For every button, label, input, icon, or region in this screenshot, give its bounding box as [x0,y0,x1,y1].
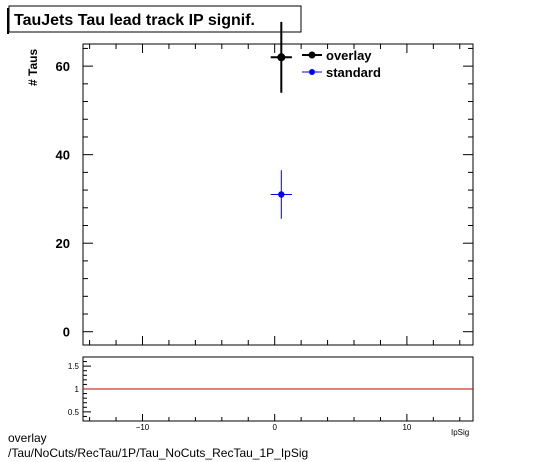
y-axis-label: # Taus [26,49,40,86]
y-tick-label: 40 [56,148,70,163]
legend-label-standard: standard [326,65,381,80]
ratio-x-tick-label: 0 [272,423,277,432]
data-point-standard [278,191,285,198]
x-axis-label: IpSig [451,428,469,437]
y-tick-label: 20 [56,236,70,251]
main-x-ticks [89,44,461,345]
legend-marker-standard [309,69,315,75]
y-tick-label: 0 [63,325,70,340]
legend-label-overlay: overlay [326,48,372,63]
chart-title: TauJets Tau lead track IP signif. [14,12,255,29]
ratio-x-tick-label: −10 [136,423,150,432]
data-points [270,21,292,219]
footer-line-2: /Tau/NoCuts/RecTau/1P/Tau_NoCuts_RecTau_… [8,446,309,460]
title-box-shadow [7,8,9,34]
data-point-overlay [277,53,286,62]
ratio-x-tick-label: 10 [402,423,411,432]
main-y-axis: 0 20 40 60 [56,47,473,340]
footer-line-1: overlay [8,431,47,445]
legend-marker-overlay [308,51,316,59]
main-plot-frame [82,43,474,346]
ratio-y-tick-label: 0.5 [68,408,80,417]
legend: overlay standard [302,48,381,80]
y-tick-label: 60 [56,59,70,74]
ratio-x-axis: −10 0 10 [89,414,461,432]
ratio-y-tick-label: 1.5 [68,362,80,371]
title-box [8,5,302,33]
ratio-y-tick-label: 1 [75,385,80,394]
